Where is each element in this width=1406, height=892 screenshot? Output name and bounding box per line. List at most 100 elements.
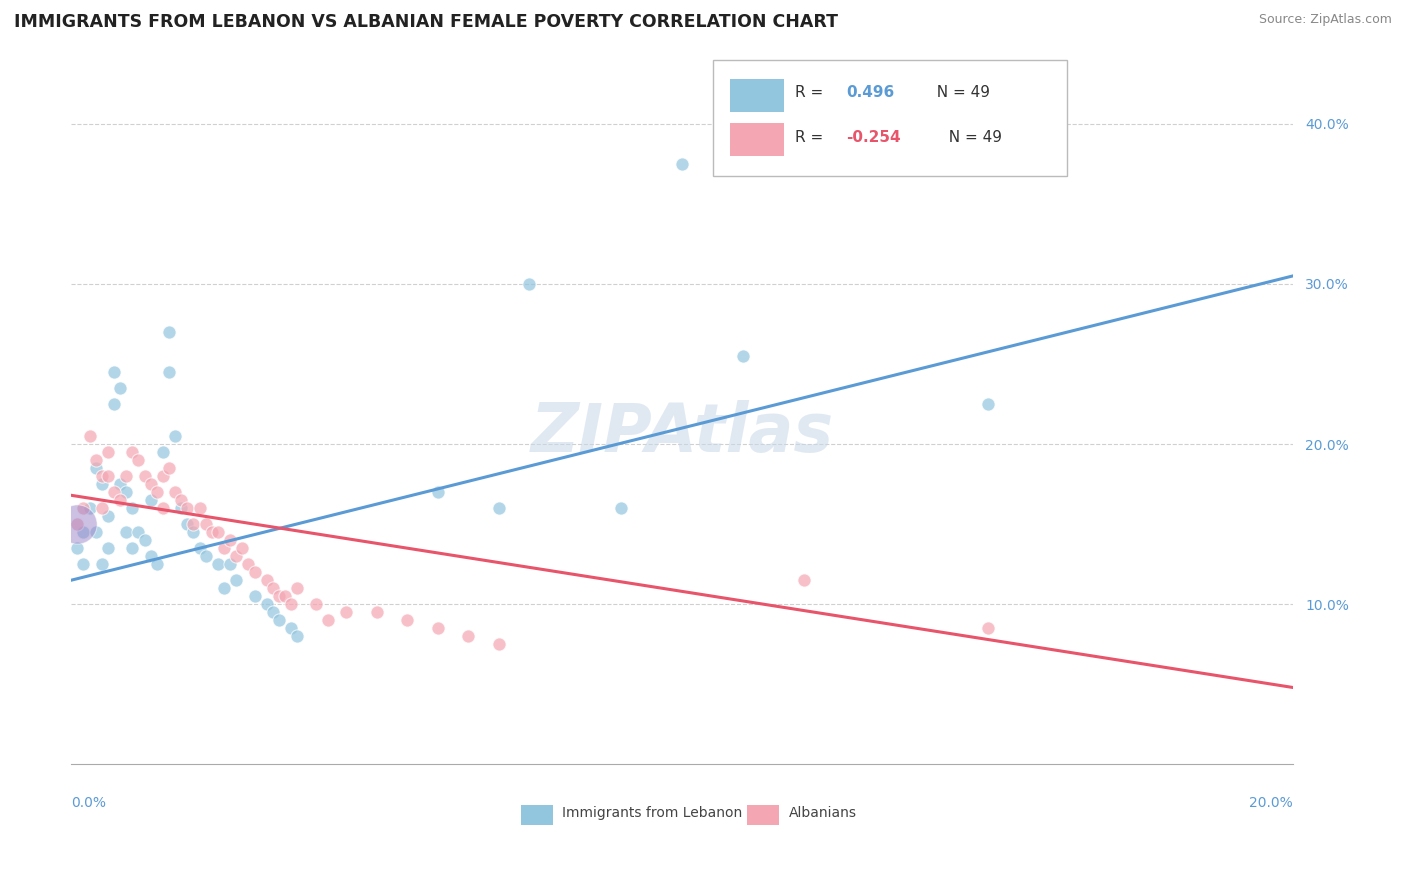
Point [134, 469, 156, 483]
Point [72, 501, 94, 516]
Point [274, 589, 297, 603]
Point [194, 549, 217, 564]
Point [152, 469, 174, 483]
Point [426, 485, 449, 500]
Point [66, 517, 89, 532]
Text: N = 49: N = 49 [927, 86, 990, 100]
Point [165, 429, 187, 443]
Text: IMMIGRANTS FROM LEBANON VS ALBANIAN FEMALE POVERTY CORRELATION CHART: IMMIGRANTS FROM LEBANON VS ALBANIAN FEMA… [14, 13, 838, 31]
Text: R =: R = [794, 129, 828, 145]
Point [115, 469, 138, 483]
Point [262, 605, 284, 619]
FancyBboxPatch shape [520, 805, 553, 825]
Point [207, 557, 229, 571]
Point [207, 525, 229, 540]
Point [188, 541, 211, 556]
Point [671, 157, 693, 171]
Point [170, 493, 193, 508]
Point [97, 445, 120, 459]
Point [139, 493, 162, 508]
Text: 20.0%: 20.0% [1250, 797, 1294, 810]
FancyBboxPatch shape [747, 805, 779, 825]
Point [231, 541, 253, 556]
Point [121, 541, 143, 556]
Point [225, 573, 247, 587]
Point [176, 517, 198, 532]
Point [426, 621, 449, 635]
Point [280, 597, 302, 611]
Point [152, 445, 174, 459]
Text: N = 49: N = 49 [939, 129, 1002, 145]
Point [115, 525, 138, 540]
Point [79, 501, 101, 516]
Point [146, 557, 169, 571]
Point [157, 365, 180, 379]
FancyBboxPatch shape [713, 60, 1067, 176]
Point [66, 517, 89, 532]
Point [225, 549, 247, 564]
Point [256, 573, 278, 587]
Point [976, 397, 998, 411]
Point [115, 485, 138, 500]
Point [316, 613, 339, 627]
Point [488, 501, 510, 516]
Point [139, 549, 162, 564]
Point [90, 477, 112, 491]
Text: Albanians: Albanians [789, 806, 856, 820]
Point [72, 557, 94, 571]
Point [519, 277, 541, 291]
Point [280, 621, 302, 635]
Point [121, 445, 143, 459]
Point [238, 557, 260, 571]
Point [108, 477, 131, 491]
Point [488, 637, 510, 651]
Point [188, 501, 211, 516]
Point [267, 613, 290, 627]
Point [103, 485, 125, 500]
Point [262, 581, 284, 595]
Point [79, 429, 101, 443]
Point [134, 533, 156, 548]
Point [201, 525, 224, 540]
Point [84, 461, 107, 475]
Point [396, 613, 419, 627]
Point [108, 493, 131, 508]
Point [366, 605, 388, 619]
Point [457, 629, 479, 643]
Point [66, 541, 89, 556]
Point [121, 501, 143, 516]
Point [72, 525, 94, 540]
Point [194, 517, 217, 532]
FancyBboxPatch shape [730, 123, 783, 156]
Point [267, 589, 290, 603]
Point [976, 621, 998, 635]
Text: -0.254: -0.254 [846, 129, 901, 145]
Point [793, 573, 815, 587]
Point [256, 597, 278, 611]
Point [304, 597, 326, 611]
Point [103, 397, 125, 411]
Point [183, 525, 205, 540]
Point [146, 485, 169, 500]
Point [610, 501, 633, 516]
Point [243, 565, 266, 579]
Point [219, 533, 242, 548]
Point [84, 453, 107, 467]
Point [176, 501, 198, 516]
Text: R =: R = [794, 86, 828, 100]
FancyBboxPatch shape [730, 78, 783, 112]
Point [285, 629, 308, 643]
Point [139, 477, 162, 491]
Text: 0.0%: 0.0% [72, 797, 107, 810]
Point [157, 325, 180, 339]
Point [219, 557, 242, 571]
Point [157, 461, 180, 475]
Point [285, 581, 308, 595]
Point [97, 541, 120, 556]
Point [170, 501, 193, 516]
Point [90, 557, 112, 571]
Point [733, 349, 755, 363]
Text: Immigrants from Lebanon: Immigrants from Lebanon [562, 806, 742, 820]
Point [90, 469, 112, 483]
Point [335, 605, 357, 619]
